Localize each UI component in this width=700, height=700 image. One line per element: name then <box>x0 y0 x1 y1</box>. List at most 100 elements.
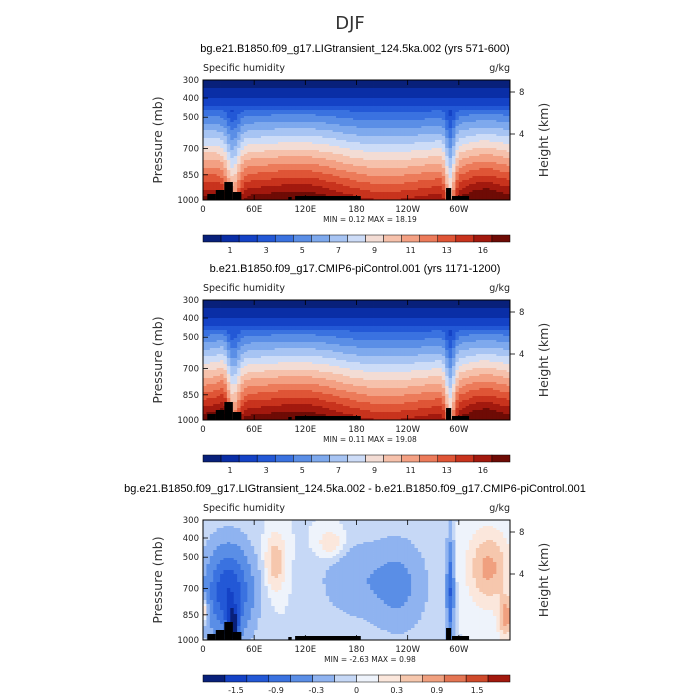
contour-cell <box>274 122 279 125</box>
contour-cell <box>346 162 351 165</box>
contour-cell <box>424 138 429 141</box>
contour-cell <box>220 118 224 121</box>
contour-cell <box>353 140 357 143</box>
contour-cell <box>213 100 218 103</box>
contour-cell <box>363 172 368 175</box>
contour-cell <box>237 148 241 151</box>
contour-cell <box>281 98 286 101</box>
contour-cell <box>452 138 456 141</box>
contour-cell <box>479 172 484 175</box>
contour-cell <box>301 154 306 157</box>
contour-cell <box>288 152 293 155</box>
contour-cell <box>414 116 419 119</box>
contour-cell <box>237 132 241 135</box>
contour-cell <box>209 170 214 173</box>
contour-cell <box>455 132 460 135</box>
contour-cell <box>475 128 480 131</box>
contour-cell <box>220 110 224 113</box>
contour-cell <box>220 136 224 139</box>
contour-cell <box>339 84 344 87</box>
contour-cell <box>216 116 221 119</box>
contour-cell <box>366 168 371 171</box>
contour-cell <box>441 112 446 115</box>
contour-cell <box>322 188 327 191</box>
contour-cell <box>479 100 484 103</box>
contour-cell <box>404 148 409 151</box>
contour-cell <box>301 128 306 131</box>
contour-cell <box>213 154 218 157</box>
contour-cell <box>220 184 224 187</box>
contour-cell <box>247 106 252 109</box>
contour-cell <box>363 174 368 177</box>
contour-cell <box>448 80 453 83</box>
contour-cell <box>503 148 507 151</box>
contour-cell <box>226 172 231 175</box>
contour-cell <box>383 164 388 167</box>
contour-cell <box>489 98 494 101</box>
contour-cell <box>308 140 313 143</box>
contour-cell <box>376 126 381 129</box>
contour-cell <box>356 176 361 179</box>
contour-cell <box>482 146 487 149</box>
contour-cell <box>424 92 429 95</box>
contour-cell <box>489 120 494 123</box>
contour-cell <box>448 154 453 157</box>
contour-cell <box>329 156 334 159</box>
contour-cell <box>267 184 272 187</box>
contour-cell <box>506 96 510 99</box>
contour-cell <box>342 92 347 95</box>
contour-cell <box>233 174 238 177</box>
contour-cell <box>298 80 303 83</box>
contour-cell <box>383 112 388 115</box>
contour-cell <box>486 92 490 95</box>
contour-cell <box>397 152 402 155</box>
contour-cell <box>336 136 340 139</box>
contour-cell <box>475 116 480 119</box>
contour-cell <box>390 80 395 83</box>
contour-cell <box>318 156 323 159</box>
contour-cell <box>496 164 501 167</box>
contour-cell <box>424 154 429 157</box>
contour-cell <box>482 104 487 107</box>
contour-cell <box>206 80 211 83</box>
contour-cell <box>257 146 262 149</box>
contour-cell <box>506 144 510 147</box>
contour-cell <box>260 154 265 157</box>
contour-cell <box>349 108 354 111</box>
contour-cell <box>373 188 378 191</box>
contour-cell <box>203 128 207 131</box>
contour-cell <box>243 190 248 193</box>
contour-cell <box>492 126 497 129</box>
contour-cell <box>407 164 412 167</box>
contour-cell <box>448 124 453 127</box>
contour-cell <box>411 178 415 181</box>
contour-cell <box>237 154 241 157</box>
contour-cell <box>353 84 357 87</box>
contour-cell <box>479 170 484 173</box>
contour-cell <box>431 166 436 169</box>
contour-cell <box>339 136 344 139</box>
contour-cell <box>492 156 497 159</box>
contour-cell <box>278 138 282 141</box>
contour-cell <box>452 100 456 103</box>
contour-cell <box>445 178 449 181</box>
contour-cell <box>434 84 439 87</box>
contour-cell <box>404 86 409 89</box>
contour-cell <box>387 114 392 117</box>
contour-cell <box>417 130 422 133</box>
contour-cell <box>226 138 231 141</box>
contour-cell <box>428 134 432 137</box>
contour-cell <box>288 168 293 171</box>
contour-cell <box>503 126 507 129</box>
contour-cell <box>359 154 364 157</box>
contour-cell <box>322 168 327 171</box>
contour-cell <box>342 104 347 107</box>
contour-cell <box>353 86 357 89</box>
contour-cell <box>496 168 501 171</box>
contour-cell <box>339 134 344 137</box>
contour-cell <box>260 186 265 189</box>
contour-cell <box>346 118 351 121</box>
contour-cell <box>209 144 214 147</box>
contour-cell <box>291 182 296 185</box>
contour-cell <box>213 146 218 149</box>
